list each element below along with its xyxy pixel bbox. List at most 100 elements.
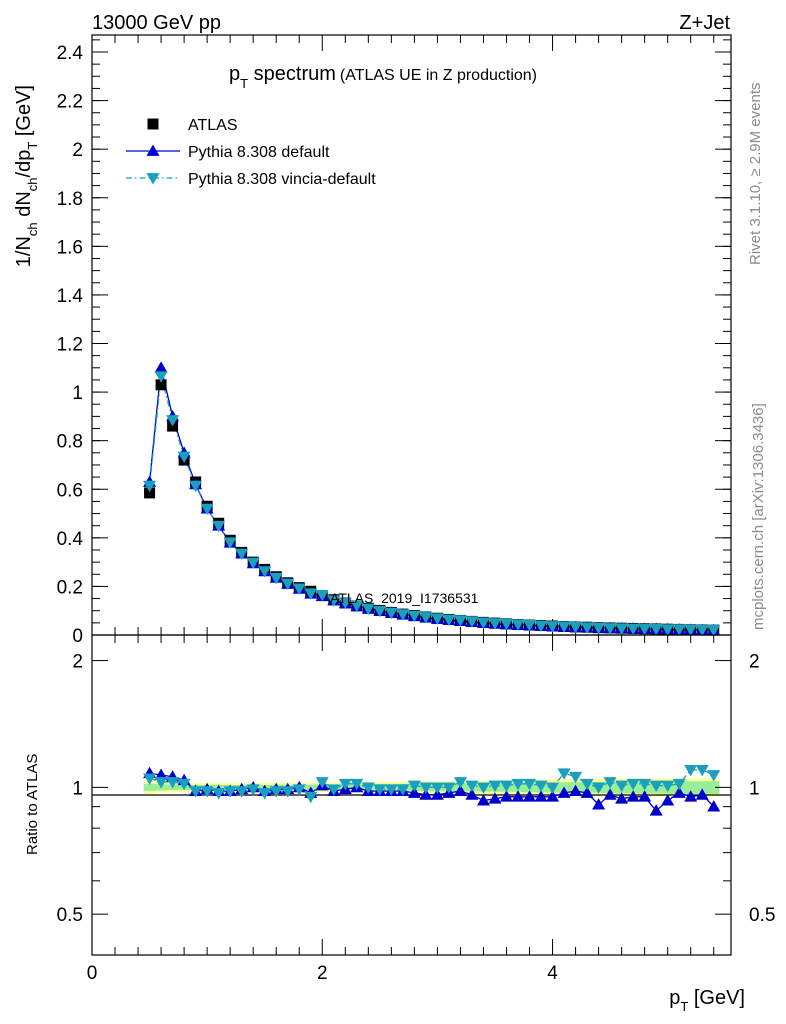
point-pythia-vincia xyxy=(511,619,525,631)
point-pythia-vincia xyxy=(292,583,306,595)
main-y-tick-label: 2 xyxy=(72,140,83,161)
ratio-point-pythia-default xyxy=(684,790,698,802)
main-y-tick-label: 0.6 xyxy=(57,480,83,501)
ratio-point-pythia-vincia xyxy=(189,786,203,798)
ratio-point-pythia-vincia xyxy=(269,786,283,798)
main-y-tick-label: 2.4 xyxy=(57,43,84,64)
x-tick-label: 2 xyxy=(317,963,328,984)
main-y-tick-label: 1.2 xyxy=(57,335,83,356)
point-pythia-vincia xyxy=(177,451,191,463)
point-pythia-vincia xyxy=(615,623,629,635)
legend-label: Pythia 8.308 default xyxy=(188,144,330,161)
ratio-point-pythia-vincia xyxy=(603,777,617,789)
point-pythia-vincia xyxy=(246,557,260,570)
ratio-point-pythia-vincia xyxy=(546,782,560,794)
point-pythia-vincia xyxy=(557,621,571,633)
ratio-point-pythia-vincia xyxy=(407,780,421,793)
ratio-point-pythia-vincia xyxy=(338,778,352,791)
point-pythia-vincia xyxy=(350,600,364,612)
ratio-y-tick-label: 2 xyxy=(72,652,83,673)
main-y-tick-label: 1 xyxy=(72,383,83,404)
ratio-point-pythia-vincia xyxy=(672,778,686,791)
point-pythia-vincia xyxy=(258,566,272,578)
ratio-point-pythia-vincia xyxy=(442,782,456,794)
ratio-point-pythia-vincia xyxy=(166,777,180,789)
point-pythia-vincia xyxy=(338,597,352,609)
side-label-rivet: Rivet 3.1.10, ≥ 2.9M events xyxy=(747,83,764,266)
ratio-point-pythia-vincia xyxy=(430,782,444,794)
ratio-y-tick-label-right: 0.5 xyxy=(749,905,775,926)
ratio-plot-marks xyxy=(143,765,721,816)
point-pythia-vincia xyxy=(384,607,398,620)
point-pythia-vincia xyxy=(419,612,433,624)
main-y-tick-label: 0.8 xyxy=(57,432,83,453)
ratio-point-pythia-default xyxy=(154,768,168,780)
ratio-point-pythia-vincia xyxy=(315,777,329,789)
point-atlas xyxy=(155,379,167,391)
ratio-point-pythia-default xyxy=(695,788,709,800)
main-x-axis-ticks xyxy=(91,35,715,635)
point-pythia-vincia xyxy=(465,616,479,628)
point-pythia-vincia xyxy=(488,618,502,630)
point-pythia-vincia xyxy=(281,578,295,591)
ratio-point-pythia-vincia xyxy=(384,784,398,796)
ratio-point-pythia-vincia xyxy=(684,765,698,777)
ratio-point-pythia-vincia xyxy=(373,784,387,796)
point-pythia-vincia xyxy=(407,610,421,623)
ratio-point-pythia-vincia xyxy=(281,786,295,798)
ratio-point-pythia-vincia xyxy=(580,778,594,791)
main-y-tick-label: 0.4 xyxy=(57,529,84,550)
ratio-point-pythia-vincia xyxy=(649,780,663,793)
side-label-mcplots: mcplots.cern.ch [arXiv:1306.3436] xyxy=(750,403,767,630)
ratio-y-tick-label-right: 2 xyxy=(749,652,760,673)
ratio-point-pythia-default xyxy=(592,798,606,810)
point-pythia-vincia xyxy=(235,548,249,561)
ratio-plot: 0.5 0.5 1 1 2 2 0 2 4 Ratio to ATLAS pT [GeV] xyxy=(24,634,775,1014)
point-pythia-vincia xyxy=(569,621,583,634)
ratio-point-pythia-vincia xyxy=(200,786,214,798)
main-plot-marks xyxy=(143,361,721,637)
ratio-point-pythia-default xyxy=(707,800,721,812)
ratio-point-pythia-vincia xyxy=(304,791,318,804)
watermark: ATLAS_2019_I1736531 xyxy=(330,590,479,606)
main-y-axis-label: 1/Nch dNch/dpT [GeV] xyxy=(13,85,40,267)
ratio-point-pythia-vincia xyxy=(235,786,249,798)
point-pythia-vincia xyxy=(649,624,663,636)
ratio-point-pythia-default xyxy=(557,786,571,798)
point-pythia-vincia xyxy=(315,590,329,602)
ratio-point-pythia-vincia xyxy=(557,768,571,780)
ratio-point-pythia-vincia xyxy=(661,780,675,793)
point-pythia-vincia xyxy=(499,618,513,631)
legend-marker-default xyxy=(146,144,160,156)
main-y-tick-label: 2.2 xyxy=(57,92,83,113)
point-pythia-vincia xyxy=(672,624,686,636)
point-pythia-vincia xyxy=(546,621,560,633)
ratio-point-pythia-vincia xyxy=(465,780,479,793)
x-tick-label: 4 xyxy=(547,963,558,984)
point-pythia-vincia xyxy=(154,371,168,383)
main-title-p: p xyxy=(229,63,240,85)
ratio-point-pythia-default xyxy=(430,788,444,800)
ratio-point-pythia-vincia xyxy=(534,780,548,793)
point-pythia-vincia xyxy=(534,620,548,633)
point-pythia-vincia xyxy=(592,622,606,635)
ratio-point-pythia-default xyxy=(546,790,560,802)
point-pythia-vincia xyxy=(661,624,675,636)
point-pythia-vincia xyxy=(453,615,467,627)
main-y-tick-label: 1.6 xyxy=(57,237,83,258)
ratio-x-axis: 0 2 4 xyxy=(87,635,715,984)
point-pythia-vincia xyxy=(695,624,709,637)
ratio-point-pythia-vincia xyxy=(523,778,537,791)
ratio-y-tick-label: 0.5 xyxy=(57,905,83,926)
ratio-point-pythia-default xyxy=(511,790,525,802)
ratio-point-pythia-vincia xyxy=(638,778,652,791)
point-pythia-vincia xyxy=(442,614,456,626)
point-pythia-vincia xyxy=(143,480,157,493)
ratio-point-pythia-default xyxy=(419,788,433,800)
point-pythia-vincia xyxy=(430,613,444,625)
point-pythia-vincia xyxy=(327,595,341,607)
point-pythia-vincia xyxy=(223,537,237,549)
point-pythia-vincia xyxy=(523,619,537,632)
ratio-point-pythia-default xyxy=(476,794,490,806)
